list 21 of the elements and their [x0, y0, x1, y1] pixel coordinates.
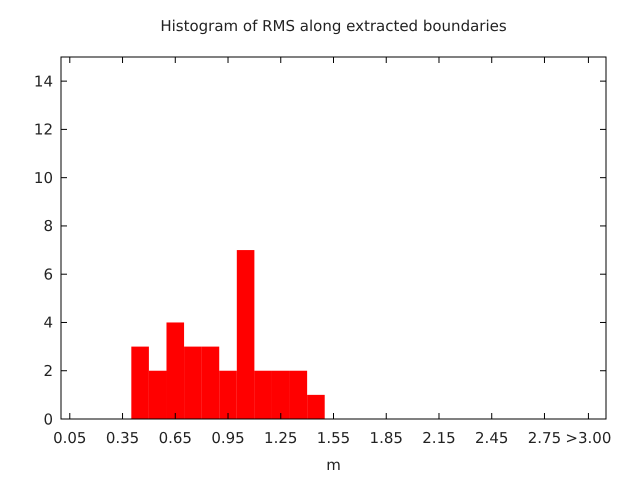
x-tick-label: 0.05 — [53, 429, 86, 447]
x-tick-label: 0.35 — [106, 429, 140, 447]
x-tick-label: 1.55 — [316, 429, 350, 447]
y-tick-label: 4 — [43, 314, 53, 332]
x-tick-label: 1.25 — [264, 429, 298, 447]
x-tick-label: 2.15 — [422, 429, 456, 447]
y-tick-label: 2 — [43, 362, 53, 380]
x-axis-title: m — [326, 456, 341, 474]
x-tick-label: 2.75 — [528, 429, 562, 447]
y-tick-label: 14 — [34, 72, 53, 90]
y-tick-label: 6 — [43, 265, 53, 284]
x-tick-label: 2.45 — [475, 429, 508, 447]
y-tick-label: 10 — [34, 168, 53, 187]
y-tick-label: 0 — [43, 410, 53, 428]
y-tick-label: 12 — [34, 120, 53, 139]
y-tick-label: 8 — [43, 217, 53, 236]
chart-title: Histogram of RMS along extracted boundaries — [160, 17, 507, 35]
x-tick-label: 0.95 — [211, 429, 245, 447]
x-tick-label: 0.65 — [158, 429, 192, 447]
x-tick-label: >3.00 — [565, 429, 612, 447]
x-tick-label: 1.85 — [370, 429, 403, 447]
